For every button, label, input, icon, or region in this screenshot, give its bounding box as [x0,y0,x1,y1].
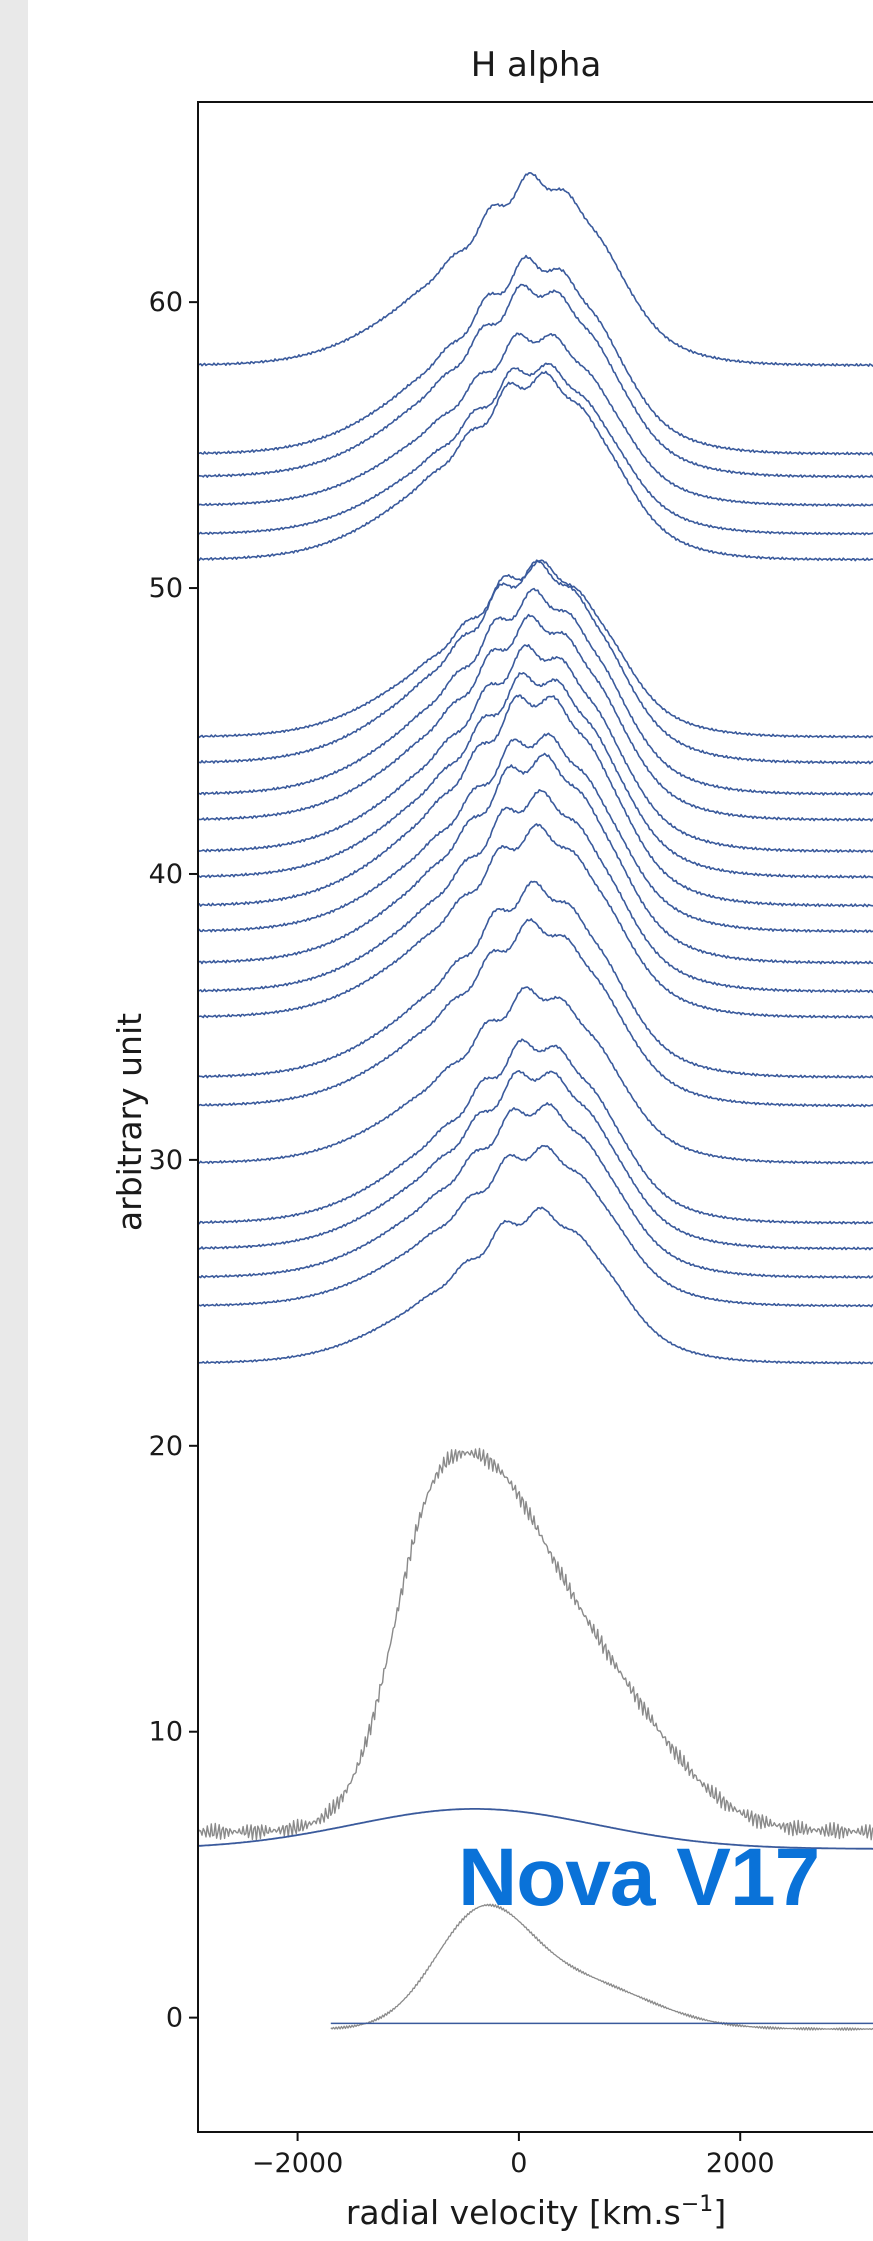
gray-spectrum-1 [330,1903,873,2031]
blue-spectrum-8 [197,587,873,796]
y-tick-label-1: 10 [149,1717,183,1748]
x-tick-label-1: 0 [510,2148,527,2179]
y-tick-label-6: 60 [149,287,183,318]
blue-spectrum-6 [197,559,873,739]
blue-spectrum-12 [197,694,873,908]
blue-spectrum-5 [197,370,873,562]
blue-spectrum-16 [197,823,873,1019]
blue-spectrum-10 [197,644,873,854]
blue-spectrum-18 [197,918,873,1108]
x-tick-label-2: 2000 [706,2148,775,2179]
blue-spectrum-2 [197,283,873,479]
blue-spectrum-15 [197,789,873,994]
blue-spectrum-11 [197,672,873,879]
x-axis-title-tail: ] [713,2193,726,2232]
figure: H alpha 0 10 20 30 40 50 60 −2000 0 2000 arbitra… [28,0,873,2241]
low-blue-spectrum-0 [197,1808,873,1850]
spectra-layer [197,172,873,2031]
y-axis-title: arbitrary unit [110,1013,149,1231]
x-axis-title-main: radial velocity [km.s [346,2193,681,2232]
blue-spectrum-9 [197,613,873,822]
h-alpha-spectra-chart: H alpha 0 10 20 30 40 50 60 −2000 0 2000 arbitra… [110,45,873,2232]
blue-spectrum-22 [197,1102,873,1279]
blue-spectrum-1 [197,254,873,456]
blue-spectrum-13 [197,732,873,934]
blue-spectrum-19 [197,986,873,1165]
x-tick-label-0: −2000 [252,2148,343,2179]
blue-spectrum-14 [197,752,873,965]
chart-title: H alpha [471,45,602,85]
y-tick-label-3: 30 [149,1145,183,1176]
blue-spectrum-0 [197,172,873,367]
y-tick-label-4: 40 [149,859,183,890]
y-tick-label-0: 0 [166,2003,183,2034]
x-axis: −2000 0 2000 [252,2132,775,2179]
overlay-caption: Nova V17 [458,1832,819,1923]
gray-spectrum-0 [197,1447,873,1841]
plot-frame [197,101,873,2133]
x-axis-title: radial velocity [km.s−1] [346,2192,726,2232]
blue-spectrum-17 [197,880,873,1079]
y-tick-label-5: 50 [149,573,183,604]
y-tick-label-2: 20 [149,1431,183,1462]
blue-spectrum-4 [197,362,873,536]
x-axis-title-exponent: −1 [681,2192,713,2217]
blue-spectrum-24 [197,1206,873,1365]
blue-spectrum-21 [197,1070,873,1251]
blue-spectrum-23 [198,1144,873,1308]
y-axis: 0 10 20 30 40 50 60 [149,287,198,2034]
blue-spectrum-3 [197,332,873,507]
blue-spectrum-7 [197,559,873,765]
blue-spectrum-20 [197,1038,873,1225]
